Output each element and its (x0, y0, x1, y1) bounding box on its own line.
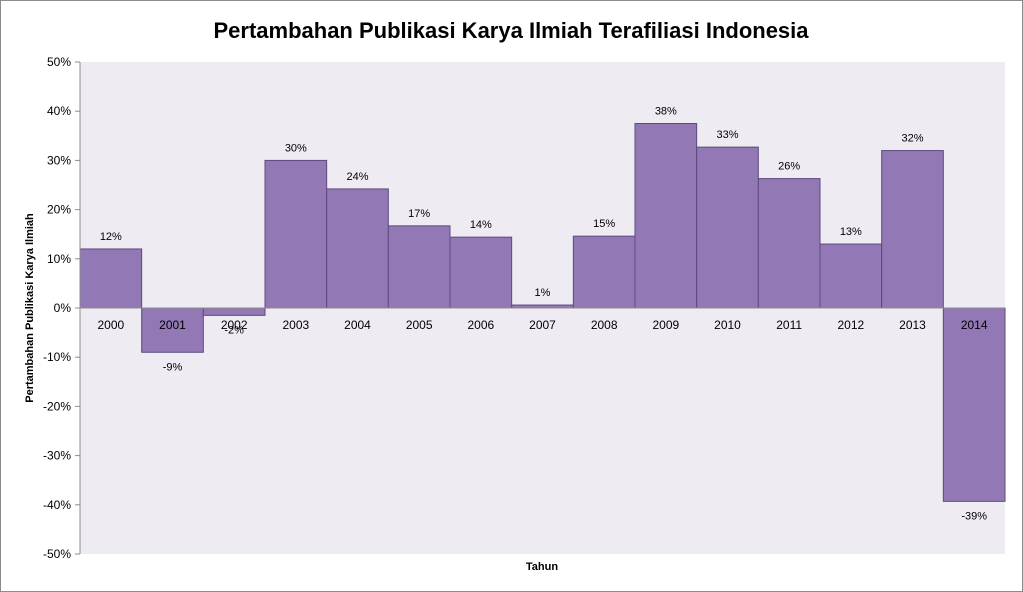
data-label: 17% (408, 208, 430, 220)
data-label: 24% (346, 171, 368, 183)
bar-2012 (819, 243, 883, 309)
y-tick-label: 40% (47, 104, 71, 118)
data-label: 1% (535, 287, 551, 299)
y-tick-label: 50% (47, 55, 71, 69)
data-label: 15% (593, 218, 615, 230)
data-label: 30% (285, 142, 307, 154)
category-label: 2007 (529, 318, 556, 332)
bar-2006 (449, 236, 513, 309)
category-label: 2000 (97, 318, 124, 332)
data-label: 38% (655, 106, 677, 118)
data-labels: 12% -9% -2% 30% 24% 17% 14% 1% 15% 38% 33% 26% 13% 32… (100, 106, 987, 523)
category-label: 2012 (837, 318, 864, 332)
data-label: -39% (961, 510, 987, 522)
data-label: -2% (224, 324, 244, 336)
y-ticks: 50% 40% 30% 20% 10% 0% -10% -20% -30% -40% -50% (43, 55, 80, 561)
bar-2013 (881, 150, 944, 309)
y-tick-label: 30% (47, 153, 71, 167)
category-label: 2008 (591, 318, 618, 332)
y-tick-label: -10% (43, 350, 71, 364)
y-tick-label: -50% (43, 547, 71, 561)
category-label: 2011 (776, 318, 802, 332)
bar-2001 (141, 307, 204, 353)
category-label: 2010 (714, 318, 741, 332)
bar-2000 (79, 248, 143, 309)
y-tick-label: -30% (43, 449, 71, 463)
bar-2009 (634, 123, 698, 309)
data-label: 26% (778, 161, 800, 173)
category-label: 2003 (282, 318, 309, 332)
bar-2008 (572, 235, 636, 309)
y-axis-title: Pertambahan Publikasi Karya Ilmiah (24, 213, 36, 403)
bar-2004 (326, 188, 389, 309)
category-label: 2014 (961, 318, 988, 332)
bar-2014 (942, 307, 1006, 502)
category-label: 2002 (221, 318, 248, 332)
y-tick-label: -40% (43, 498, 71, 512)
data-label: -9% (163, 361, 183, 373)
y-tick-label: 0% (54, 301, 72, 315)
category-label: 2013 (899, 318, 926, 332)
data-label: 14% (470, 219, 492, 231)
category-label: 2009 (652, 318, 679, 332)
chart-title: Pertambahan Publikasi Karya Ilmiah Teraf… (213, 18, 809, 43)
bar-2002 (202, 307, 266, 316)
x-axis-title: Tahun (526, 561, 558, 573)
y-tick-label: 20% (47, 203, 71, 217)
bar-2010 (696, 146, 759, 309)
bar-2011 (757, 178, 821, 309)
category-label: 2001 (159, 318, 186, 332)
data-label: 33% (716, 129, 738, 141)
data-label: 12% (100, 231, 122, 243)
bar-2005 (387, 225, 451, 309)
data-label: 32% (901, 133, 923, 145)
category-label: 2006 (467, 318, 494, 332)
y-tick-label: -20% (43, 399, 71, 413)
y-tick-label: 10% (47, 252, 71, 266)
category-label: 2004 (344, 318, 371, 332)
category-label: 2005 (406, 318, 433, 332)
x-categories: 2000 2001 2002 2003 2004 2005 2006 2007 2008 2009… (97, 318, 987, 332)
bar-2003 (264, 159, 328, 309)
bars (79, 123, 1006, 502)
data-label: 13% (840, 226, 862, 238)
